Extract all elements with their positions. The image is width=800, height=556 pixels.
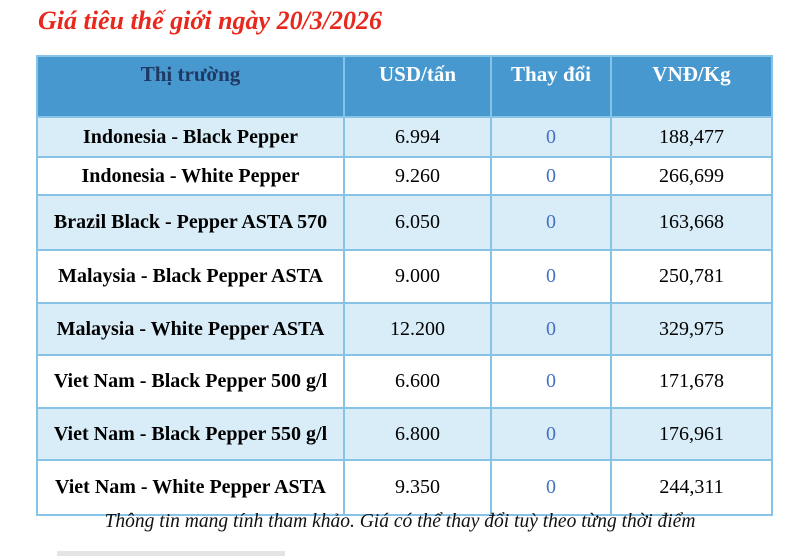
change-cell: 0 xyxy=(490,459,612,516)
table-header-row: Thị trường USD/tấn Thay đổi VNĐ/Kg xyxy=(36,55,773,118)
vnd-cell: 176,961 xyxy=(610,407,773,461)
change-cell: 0 xyxy=(490,354,612,409)
table-row: Viet Nam - Black Pepper 500 g/l 6.600 0 … xyxy=(36,354,773,409)
vnd-cell: 188,477 xyxy=(610,116,773,158)
partial-bottom-element xyxy=(57,551,285,556)
market-cell: Viet Nam - White Pepper ASTA xyxy=(36,459,345,516)
usd-cell: 6.050 xyxy=(343,194,492,251)
market-cell: Indonesia - White Pepper xyxy=(36,156,345,196)
table-row: Brazil Black - Pepper ASTA 570 6.050 0 1… xyxy=(36,194,773,251)
usd-cell: 6.600 xyxy=(343,354,492,409)
table-row: Malaysia - Black Pepper ASTA 9.000 0 250… xyxy=(36,249,773,304)
change-cell: 0 xyxy=(490,249,612,304)
usd-cell: 9.260 xyxy=(343,156,492,196)
col-header-market: Thị trường xyxy=(36,55,345,118)
usd-cell: 9.350 xyxy=(343,459,492,516)
col-header-vnd: VNĐ/Kg xyxy=(610,55,773,118)
vnd-cell: 163,668 xyxy=(610,194,773,251)
change-cell: 0 xyxy=(490,116,612,158)
market-cell: Viet Nam - Black Pepper 500 g/l xyxy=(36,354,345,409)
change-cell: 0 xyxy=(490,407,612,461)
page-title: Giá tiêu thế giới ngày 20/3/2026 xyxy=(38,6,383,35)
table-row: Viet Nam - White Pepper ASTA 9.350 0 244… xyxy=(36,459,773,516)
change-cell: 0 xyxy=(490,194,612,251)
usd-cell: 12.200 xyxy=(343,302,492,356)
change-cell: 0 xyxy=(490,302,612,356)
table-row: Viet Nam - Black Pepper 550 g/l 6.800 0 … xyxy=(36,407,773,461)
market-cell: Indonesia - Black Pepper xyxy=(36,116,345,158)
col-header-usd: USD/tấn xyxy=(343,55,492,118)
market-cell: Malaysia - White Pepper ASTA xyxy=(36,302,345,356)
disclaimer-note: Thông tin mang tính tham khảo. Giá có th… xyxy=(104,511,696,532)
change-cell: 0 xyxy=(490,156,612,196)
market-cell: Viet Nam - Black Pepper 550 g/l xyxy=(36,407,345,461)
table-row: Indonesia - Black Pepper 6.994 0 188,477 xyxy=(36,116,773,158)
market-cell: Brazil Black - Pepper ASTA 570 xyxy=(36,194,345,251)
vnd-cell: 266,699 xyxy=(610,156,773,196)
usd-cell: 6.994 xyxy=(343,116,492,158)
table-row: Malaysia - White Pepper ASTA 12.200 0 32… xyxy=(36,302,773,356)
vnd-cell: 171,678 xyxy=(610,354,773,409)
usd-cell: 9.000 xyxy=(343,249,492,304)
table-row: Indonesia - White Pepper 9.260 0 266,699 xyxy=(36,156,773,196)
market-cell: Malaysia - Black Pepper ASTA xyxy=(36,249,345,304)
vnd-cell: 244,311 xyxy=(610,459,773,516)
vnd-cell: 329,975 xyxy=(610,302,773,356)
pepper-price-table: Thị trường USD/tấn Thay đổi VNĐ/Kg Indon… xyxy=(36,55,773,516)
col-header-change: Thay đổi xyxy=(490,55,612,118)
vnd-cell: 250,781 xyxy=(610,249,773,304)
usd-cell: 6.800 xyxy=(343,407,492,461)
